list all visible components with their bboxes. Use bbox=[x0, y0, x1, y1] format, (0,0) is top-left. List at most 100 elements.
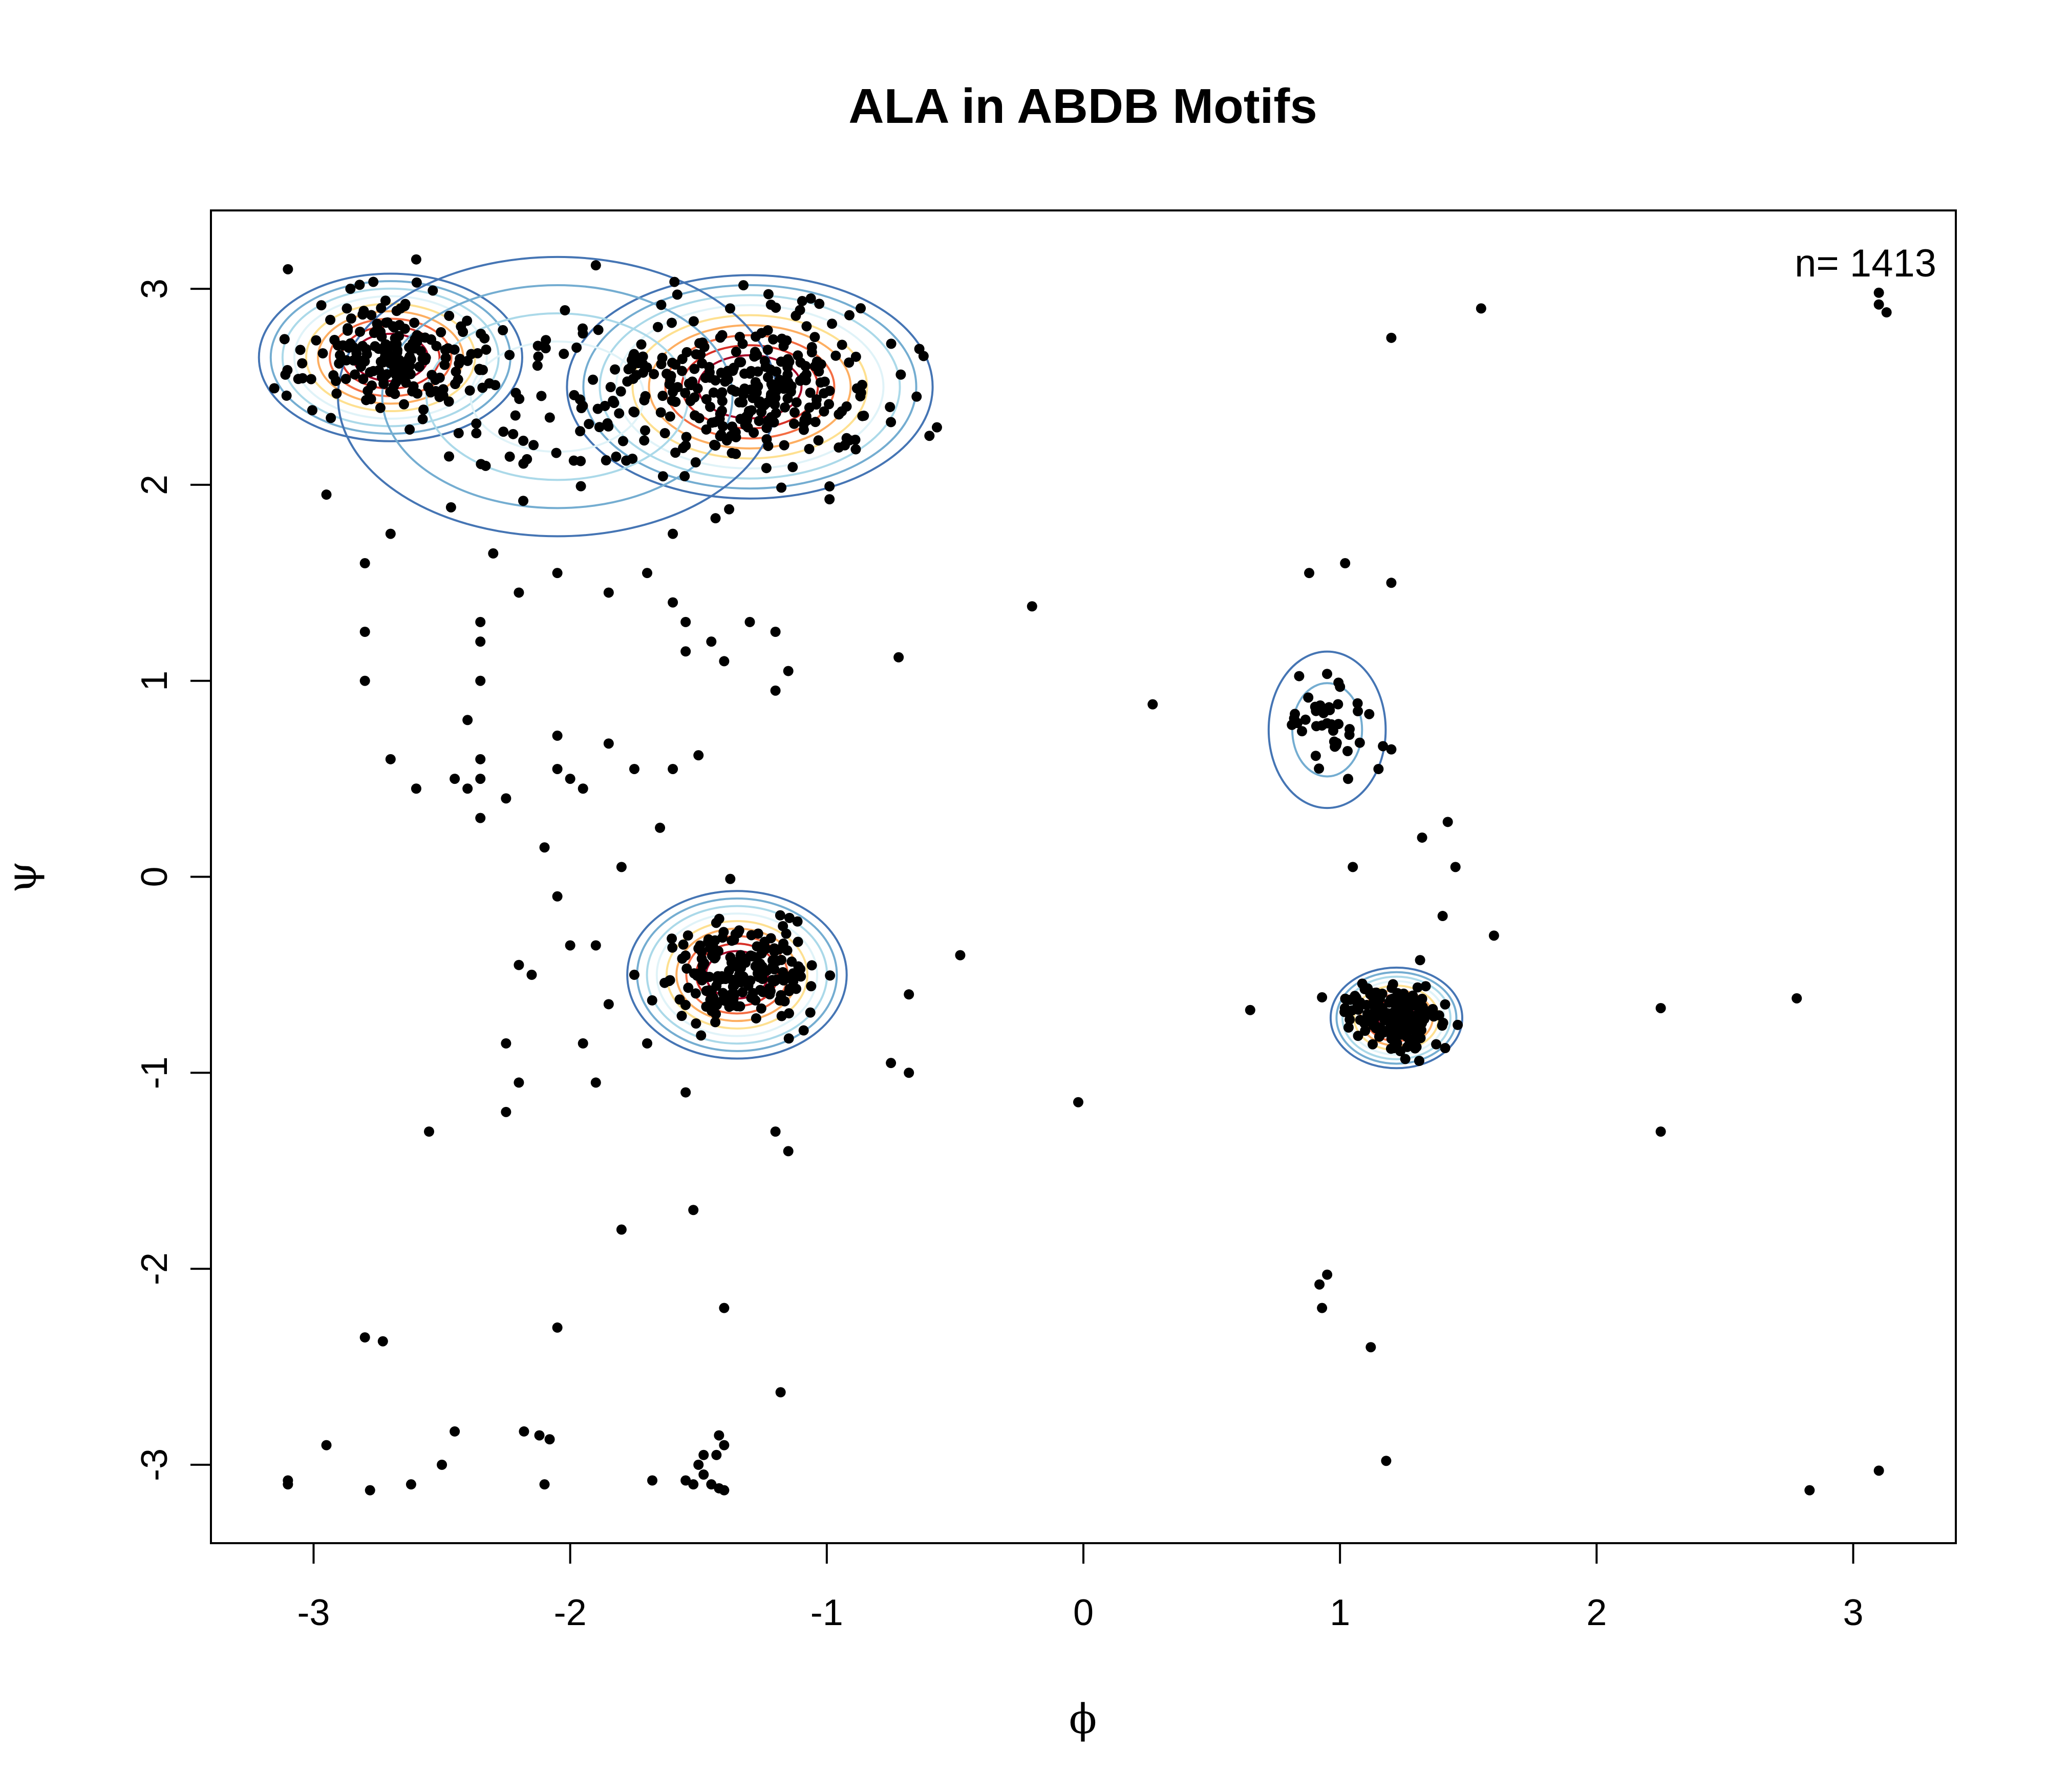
data-point bbox=[321, 489, 332, 500]
data-point bbox=[805, 387, 816, 398]
data-point bbox=[355, 326, 366, 337]
data-point bbox=[797, 296, 807, 307]
data-point bbox=[725, 303, 736, 314]
data-point bbox=[748, 393, 758, 403]
data-point bbox=[728, 982, 738, 992]
data-point bbox=[746, 405, 757, 416]
data-point bbox=[771, 386, 782, 396]
data-point bbox=[1296, 726, 1307, 737]
data-point bbox=[718, 994, 729, 1005]
data-point bbox=[701, 394, 712, 404]
data-point bbox=[615, 386, 626, 397]
data-point bbox=[532, 360, 543, 371]
data-point bbox=[409, 317, 420, 328]
data-point bbox=[453, 428, 464, 439]
data-point bbox=[361, 395, 372, 406]
data-point bbox=[539, 842, 550, 853]
data-point bbox=[636, 339, 647, 350]
data-point bbox=[342, 303, 352, 314]
data-point bbox=[475, 774, 486, 784]
y-axis-label: ψ bbox=[0, 861, 46, 893]
data-point bbox=[354, 280, 365, 290]
data-point bbox=[724, 366, 735, 376]
data-point bbox=[699, 958, 710, 969]
data-point bbox=[791, 397, 802, 408]
data-point bbox=[771, 974, 782, 985]
data-point bbox=[665, 411, 675, 422]
data-point bbox=[398, 399, 409, 410]
data-point bbox=[1340, 558, 1351, 569]
data-point bbox=[771, 366, 782, 377]
data-point bbox=[786, 956, 797, 967]
data-point bbox=[1364, 709, 1375, 719]
data-point bbox=[321, 1440, 332, 1450]
data-point bbox=[824, 386, 835, 396]
data-point bbox=[552, 763, 563, 774]
data-point bbox=[370, 341, 380, 352]
data-point bbox=[725, 952, 736, 963]
data-point bbox=[328, 370, 339, 381]
data-point bbox=[699, 342, 710, 352]
data-point bbox=[1339, 1003, 1350, 1014]
data-point bbox=[358, 374, 369, 385]
data-point bbox=[886, 338, 897, 349]
data-point bbox=[1386, 1032, 1397, 1042]
data-point bbox=[851, 383, 862, 394]
data-point bbox=[616, 1224, 627, 1235]
data-point bbox=[552, 730, 563, 741]
data-point bbox=[325, 314, 336, 325]
data-point bbox=[770, 1126, 781, 1137]
data-point bbox=[376, 303, 387, 313]
data-point bbox=[681, 963, 692, 974]
data-point bbox=[761, 463, 772, 474]
data-point bbox=[688, 316, 699, 327]
x-axis: -3 -2 -1 0 1 2 3 bbox=[297, 1542, 1864, 1633]
data-point bbox=[1409, 1012, 1419, 1023]
data-point bbox=[714, 414, 725, 424]
data-point bbox=[770, 627, 781, 637]
data-point bbox=[647, 1475, 658, 1486]
data-point bbox=[343, 325, 353, 336]
data-point bbox=[715, 332, 726, 343]
data-point bbox=[824, 399, 835, 410]
data-point bbox=[350, 369, 360, 380]
data-point bbox=[1345, 1014, 1355, 1025]
data-point bbox=[850, 444, 861, 455]
data-point bbox=[837, 339, 847, 350]
data-point bbox=[674, 994, 685, 1005]
data-point bbox=[669, 276, 680, 287]
data-point bbox=[798, 424, 809, 435]
data-point bbox=[380, 295, 391, 306]
data-point bbox=[1311, 703, 1322, 714]
data-point bbox=[1476, 303, 1486, 314]
data-point bbox=[444, 310, 455, 321]
data-point bbox=[710, 513, 721, 524]
data-point bbox=[844, 357, 855, 368]
data-point bbox=[1289, 713, 1299, 724]
data-point bbox=[390, 389, 400, 399]
data-point bbox=[859, 411, 869, 421]
data-point bbox=[365, 1485, 375, 1496]
data-point bbox=[806, 347, 817, 358]
data-point bbox=[399, 301, 410, 311]
data-point bbox=[785, 387, 796, 397]
data-point bbox=[362, 386, 373, 396]
data-point bbox=[358, 355, 369, 366]
data-point bbox=[306, 374, 316, 385]
data-point bbox=[698, 1469, 709, 1480]
data-point bbox=[904, 1068, 914, 1078]
data-point bbox=[462, 315, 473, 326]
data-point bbox=[856, 303, 866, 314]
data-point bbox=[1361, 999, 1372, 1010]
data-point bbox=[697, 358, 708, 369]
data-point bbox=[1416, 1014, 1427, 1025]
data-point bbox=[559, 349, 569, 359]
data-point bbox=[335, 350, 346, 360]
contour-line bbox=[648, 324, 852, 450]
data-point bbox=[424, 1126, 434, 1137]
data-point bbox=[551, 447, 562, 458]
data-point bbox=[477, 382, 488, 393]
data-point bbox=[710, 1017, 721, 1028]
data-point bbox=[376, 372, 387, 382]
data-point bbox=[404, 424, 415, 435]
